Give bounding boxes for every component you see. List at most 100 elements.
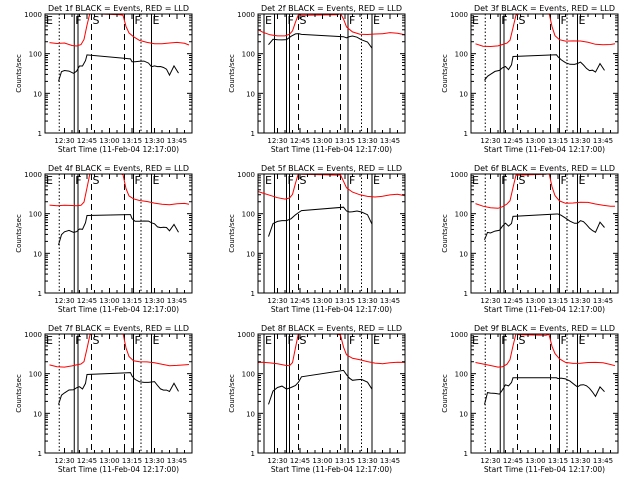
x-tick-label: 12:45	[77, 137, 97, 145]
x-tick-label: 13:30	[570, 297, 590, 305]
lld-series-line	[49, 14, 190, 47]
x-tick-label: 13:45	[380, 297, 400, 305]
chart-title: Det 9f BLACK = Events, RED = LLD	[474, 324, 615, 333]
plot-frame	[257, 333, 406, 454]
y-tick-label: 1000	[24, 11, 42, 19]
y-axis-label: Counts/sec	[441, 54, 449, 93]
y-tick-label: 10	[459, 250, 468, 258]
lld-series-line	[475, 14, 616, 48]
chart-title: Det 1f BLACK = Events, RED = LLD	[48, 4, 189, 13]
x-tick-label: 12:30	[267, 137, 287, 145]
x-axis-label: Start Time (11-Feb-04 12:17:00)	[271, 465, 392, 474]
x-tick-label: 13:15	[548, 457, 568, 465]
y-tick-label: 1	[38, 130, 42, 138]
y-axis-label: Counts/sec	[228, 214, 236, 253]
y-tick-label: 10	[459, 410, 468, 418]
y-axis-label: Counts/sec	[15, 214, 23, 253]
plot-frame	[470, 173, 619, 294]
events-series-line	[484, 377, 605, 405]
y-tick-label: 100	[29, 211, 42, 219]
events-series-line	[58, 214, 179, 246]
x-tick-label: 13:45	[380, 457, 400, 465]
plot-frame	[257, 173, 406, 294]
y-tick-label: 1	[464, 130, 468, 138]
y-tick-label: 10	[33, 250, 42, 258]
event-marker-label: E	[153, 14, 160, 27]
x-tick-label: 13:15	[335, 137, 355, 145]
x-tick-label: 13:00	[99, 137, 119, 145]
x-tick-label: 12:30	[267, 297, 287, 305]
y-tick-label: 10	[246, 90, 255, 98]
event-marker-label: E	[472, 14, 479, 27]
x-tick-label: 13:15	[122, 137, 142, 145]
x-tick-label: 13:15	[122, 457, 142, 465]
y-tick-label: 100	[29, 51, 42, 59]
event-marker-label: F	[561, 14, 567, 27]
x-tick-label: 12:30	[54, 137, 74, 145]
plot-frame	[44, 333, 193, 454]
chart-panel-9: Det 9f BLACK = Events, RED = LLDEFSFE110…	[441, 324, 619, 474]
event-marker-label: E	[153, 174, 160, 187]
event-marker-label: E	[153, 334, 160, 347]
event-marker-label: S	[519, 14, 526, 27]
x-tick-label: 12:30	[54, 297, 74, 305]
chart-panel-7: Det 7f BLACK = Events, RED = LLDEFSFE110…	[15, 324, 193, 474]
chart-title: Det 2f BLACK = Events, RED = LLD	[261, 4, 402, 13]
chart-panel-1: Det 1f BLACK = Events, RED = LLDEFSFE110…	[15, 4, 193, 154]
y-tick-label: 1	[38, 290, 42, 298]
event-marker-label: F	[561, 334, 567, 347]
x-tick-label: 13:00	[99, 297, 119, 305]
y-axis-label: Counts/sec	[228, 374, 236, 413]
y-tick-label: 1	[38, 450, 42, 458]
x-tick-label: 12:45	[290, 457, 310, 465]
x-tick-label: 13:15	[335, 457, 355, 465]
lld-series-line	[49, 334, 190, 368]
x-tick-label: 13:30	[144, 137, 164, 145]
event-marker-label: F	[135, 334, 141, 347]
y-tick-label: 100	[242, 211, 255, 219]
y-tick-label: 10	[459, 90, 468, 98]
y-tick-label: 10	[246, 410, 255, 418]
x-tick-label: 13:00	[312, 457, 332, 465]
event-marker-label: S	[93, 14, 100, 27]
y-tick-label: 1	[251, 450, 255, 458]
y-tick-label: 1	[464, 290, 468, 298]
x-tick-label: 13:30	[357, 137, 377, 145]
y-tick-label: 100	[455, 211, 468, 219]
y-axis-label: Counts/sec	[441, 214, 449, 253]
x-axis-label: Start Time (11-Feb-04 12:17:00)	[484, 305, 605, 314]
chart-panel-6: Det 6f BLACK = Events, RED = LLDEFSFE110…	[441, 164, 619, 314]
chart-panel-4: Det 4f BLACK = Events, RED = LLDEFSFE110…	[15, 164, 193, 314]
event-marker-label: E	[373, 334, 380, 347]
x-tick-label: 12:30	[480, 297, 500, 305]
x-tick-label: 13:15	[548, 137, 568, 145]
x-tick-label: 12:45	[77, 297, 97, 305]
event-marker-label: E	[472, 174, 479, 187]
event-marker-label: E	[265, 174, 272, 187]
chart-title: Det 4f BLACK = Events, RED = LLD	[48, 164, 189, 173]
event-marker-label: F	[135, 14, 141, 27]
x-tick-label: 13:30	[570, 457, 590, 465]
plot-frame	[44, 13, 193, 134]
x-tick-label: 13:30	[357, 457, 377, 465]
event-marker-label: E	[373, 14, 380, 27]
y-tick-label: 1000	[237, 171, 255, 179]
event-marker-label: S	[300, 334, 307, 347]
lld-series-line	[49, 174, 190, 207]
x-tick-label: 12:45	[503, 297, 523, 305]
event-marker-label: S	[300, 14, 307, 27]
y-axis-label: Counts/sec	[15, 54, 23, 93]
y-axis-label: Counts/sec	[228, 54, 236, 93]
x-tick-label: 13:45	[167, 137, 187, 145]
event-marker-label: F	[288, 14, 294, 27]
x-tick-label: 13:00	[99, 457, 119, 465]
event-marker-label: E	[46, 174, 53, 187]
y-tick-label: 1000	[24, 171, 42, 179]
event-marker-label: E	[579, 174, 586, 187]
y-tick-label: 1000	[237, 331, 255, 339]
x-tick-label: 13:15	[122, 297, 142, 305]
event-marker-label: S	[519, 174, 526, 187]
event-marker-label: E	[265, 14, 272, 27]
